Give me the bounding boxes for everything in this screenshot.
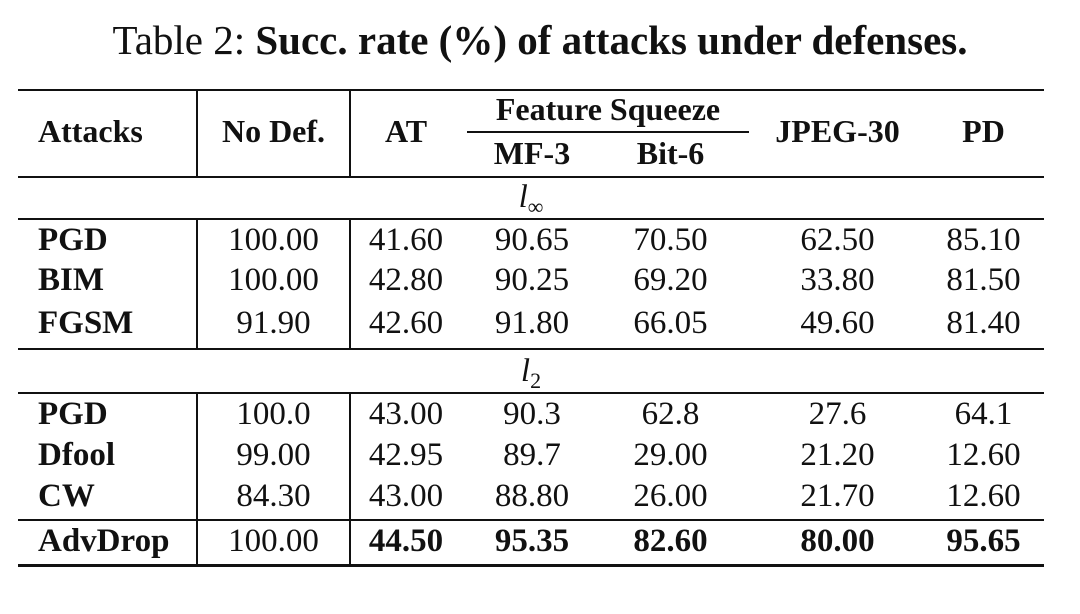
- vrule-after-attacks-1: [196, 89, 198, 176]
- table-cell-jpeg30: 33.80: [800, 262, 875, 298]
- table-caption: Table 2: Succ. rate (%) of attacks under…: [0, 14, 1080, 66]
- table-cell-at: 42.80: [368, 262, 444, 298]
- table-cell-mf3: 88.80: [494, 478, 570, 514]
- header-bit6: Bit-6: [636, 135, 705, 171]
- l2-header-rule: [18, 348, 1044, 350]
- vrule-after-nodef-3: [349, 392, 351, 566]
- header-no-def: No Def.: [221, 113, 326, 149]
- row-attack-label: PGD: [38, 396, 108, 432]
- table-cell-bit6: 62.8: [641, 396, 700, 432]
- table-cell-at: 43.00: [368, 478, 444, 514]
- caption-prefix: Table 2:: [112, 17, 246, 63]
- table-cell-pd: 95.65: [946, 523, 1021, 559]
- table-cell-no-def: 100.0: [236, 396, 311, 432]
- table-cell-bit6: 26.00: [633, 478, 708, 514]
- table-cell-at: 43.00: [368, 396, 444, 432]
- table-cell-pd: 12.60: [946, 437, 1021, 473]
- table-cell-pd: 64.1: [954, 396, 1013, 432]
- table-cell-mf3: 95.35: [494, 523, 570, 559]
- header-bottom-rule: [18, 176, 1044, 178]
- table-cell-no-def: 91.90: [236, 305, 311, 341]
- table-cell-jpeg30: 49.60: [800, 305, 875, 341]
- bottom-rule: [18, 564, 1044, 567]
- feature-squeeze-cmidrule: [467, 131, 749, 133]
- caption-title: Succ. rate (%) of attacks under defenses…: [255, 17, 968, 63]
- table-cell-bit6: 70.50: [633, 222, 708, 258]
- section-l2-subscript: 2: [530, 368, 542, 393]
- table-cell-bit6: 82.60: [633, 523, 708, 559]
- table-cell-at: 41.60: [368, 222, 444, 258]
- header-at: AT: [384, 113, 428, 149]
- table-cell-mf3: 91.80: [494, 305, 570, 341]
- table-cell-no-def: 100.00: [228, 523, 319, 559]
- vrule-after-nodef-2: [349, 218, 351, 348]
- table-cell-at: 44.50: [368, 523, 444, 559]
- row-attack-label: PGD: [38, 222, 108, 258]
- table-cell-at: 42.60: [368, 305, 444, 341]
- row-attack-label: BIM: [38, 262, 104, 298]
- section-linf-symbol: l: [518, 179, 528, 215]
- table-cell-pd: 81.50: [946, 262, 1021, 298]
- section-linf-subscript: ∞: [527, 194, 544, 219]
- row-attack-label: CW: [38, 478, 95, 514]
- table-cell-no-def: 99.00: [236, 437, 311, 473]
- vrule-after-nodef-1: [349, 89, 351, 176]
- table-cell-bit6: 29.00: [633, 437, 708, 473]
- advdrop-rule: [18, 519, 1044, 521]
- section-l2: l2: [18, 351, 1044, 401]
- header-jpeg30: JPEG-30: [775, 113, 900, 149]
- table-cell-no-def: 100.00: [228, 262, 319, 298]
- l2-section-rule: [18, 392, 1044, 394]
- row-attack-label: AdvDrop: [38, 523, 170, 559]
- row-attack-label: FGSM: [38, 305, 134, 341]
- table-cell-no-def: 100.00: [228, 222, 319, 258]
- header-attacks: Attacks: [38, 113, 143, 149]
- header-pd: PD: [962, 113, 1005, 149]
- results-table: Attacks No Def. AT Feature Squeeze MF-3 …: [18, 89, 1044, 568]
- table-cell-pd: 85.10: [946, 222, 1021, 258]
- table-cell-jpeg30: 21.20: [800, 437, 875, 473]
- table-cell-mf3: 90.65: [494, 222, 570, 258]
- table-cell-bit6: 69.20: [633, 262, 708, 298]
- table-cell-jpeg30: 80.00: [800, 523, 875, 559]
- table-cell-jpeg30: 62.50: [800, 222, 875, 258]
- linf-section-rule: [18, 218, 1044, 220]
- vrule-after-attacks-2: [196, 218, 198, 348]
- table-cell-at: 42.95: [368, 437, 444, 473]
- section-l2-symbol: l: [520, 353, 531, 389]
- table-cell-bit6: 66.05: [633, 305, 708, 341]
- table-cell-jpeg30: 27.6: [808, 396, 867, 432]
- table-cell-jpeg30: 21.70: [800, 478, 875, 514]
- vrule-after-attacks-3: [196, 392, 198, 566]
- table-cell-no-def: 84.30: [236, 478, 311, 514]
- table-cell-mf3: 90.3: [503, 396, 561, 432]
- table-cell-mf3: 89.7: [503, 437, 561, 473]
- section-linf: l∞: [18, 177, 1044, 227]
- top-rule: [18, 89, 1044, 91]
- table-cell-mf3: 90.25: [494, 262, 570, 298]
- header-mf3: MF-3: [493, 135, 571, 171]
- row-attack-label: Dfool: [38, 437, 115, 473]
- table-cell-pd: 81.40: [946, 305, 1021, 341]
- table-cell-pd: 12.60: [946, 478, 1021, 514]
- header-feature-squeeze: Feature Squeeze: [495, 91, 721, 127]
